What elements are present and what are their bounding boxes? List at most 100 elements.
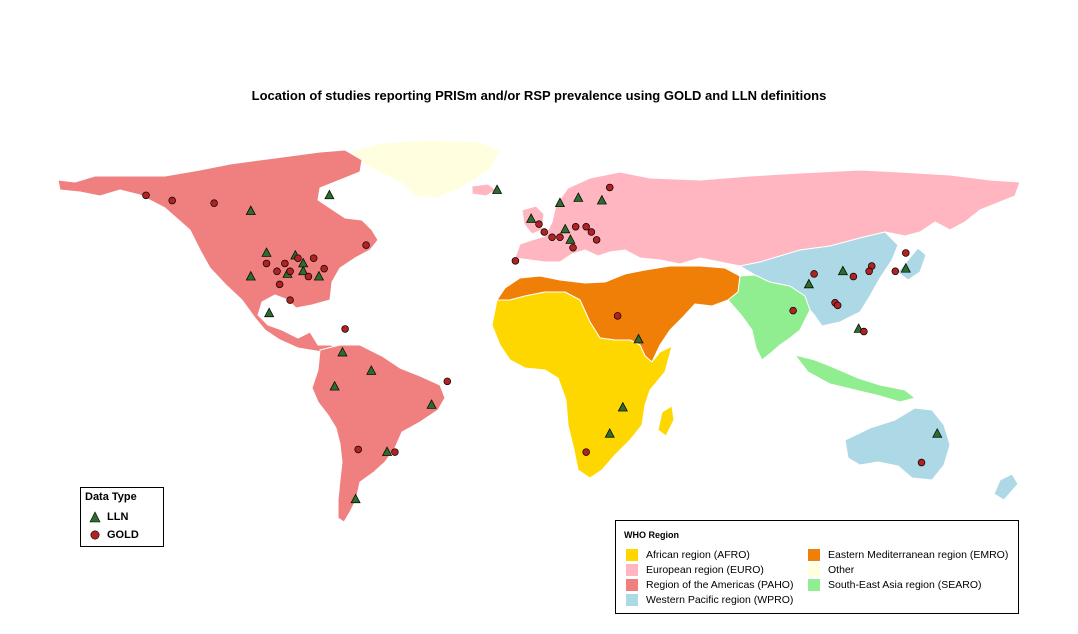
legend-label-searo: South-East Asia region (SEARO) bbox=[828, 579, 982, 591]
who-region-legend: WHO Region African region (AFRO) Europea… bbox=[615, 520, 1019, 614]
gold-study-marker-36 bbox=[891, 267, 900, 276]
legend-label-gold: GOLD bbox=[107, 529, 139, 541]
legend-item-lln: LLN bbox=[89, 510, 128, 524]
lln-study-marker-19 bbox=[573, 192, 584, 202]
lln-study-marker-17 bbox=[526, 213, 537, 223]
south-america-region bbox=[311, 344, 446, 523]
swatch-wpro bbox=[626, 594, 638, 606]
swatch-other bbox=[808, 564, 820, 576]
gold-study-marker-17 bbox=[354, 445, 362, 454]
north-america-region bbox=[57, 149, 379, 353]
iceland-region bbox=[471, 183, 497, 197]
gold-study-marker-16 bbox=[391, 448, 399, 456]
wpro-east-asia-region bbox=[739, 231, 899, 327]
gold-study-marker-11 bbox=[320, 264, 328, 273]
lln-study-marker-26 bbox=[803, 278, 814, 289]
lln-study-marker-10 bbox=[337, 346, 348, 357]
gold-study-marker-38 bbox=[833, 301, 842, 310]
lln-study-marker-22 bbox=[565, 234, 576, 244]
gold-study-marker-24 bbox=[582, 223, 590, 231]
gold-study-marker-25 bbox=[587, 228, 596, 236]
gold-study-marker-2 bbox=[210, 199, 218, 207]
lln-study-marker-13 bbox=[426, 399, 437, 409]
gold-study-marker-30 bbox=[582, 448, 590, 456]
swatch-searo bbox=[808, 579, 820, 591]
gold-study-marker-39 bbox=[789, 306, 797, 315]
gold-study-marker-0 bbox=[142, 191, 150, 200]
legend-label-wpro: Western Pacific region (WPRO) bbox=[646, 594, 794, 606]
legend-label-euro: European region (EURO) bbox=[646, 564, 764, 576]
gold-study-marker-28 bbox=[605, 183, 614, 192]
gold-study-marker-1 bbox=[168, 196, 176, 205]
wpro-australia-region bbox=[844, 407, 951, 481]
legend-item-gold: GOLD bbox=[89, 528, 139, 542]
wpro-new-zealand-region bbox=[993, 473, 1019, 501]
lln-study-marker-28 bbox=[900, 262, 911, 273]
afro-region bbox=[491, 291, 673, 479]
greenland-region bbox=[349, 139, 501, 199]
lln-study-marker-6 bbox=[298, 265, 309, 276]
gold-study-marker-21 bbox=[548, 233, 556, 241]
lln-study-marker-23 bbox=[633, 333, 644, 344]
who-region-legend-title: WHO Region bbox=[624, 530, 679, 540]
legend-item-euro: European region (EURO) bbox=[626, 563, 764, 577]
legend-label-lln: LLN bbox=[107, 511, 129, 523]
gold-study-marker-8 bbox=[273, 267, 281, 276]
gold-study-marker-27 bbox=[569, 243, 577, 252]
gold-study-marker-15 bbox=[443, 377, 452, 386]
gold-study-marker-34 bbox=[865, 267, 873, 276]
swatch-paho bbox=[626, 579, 638, 591]
circle-icon bbox=[90, 530, 100, 540]
legend-item-paho: Region of the Americas (PAHO) bbox=[626, 578, 793, 592]
lln-study-marker-7 bbox=[313, 270, 325, 281]
swatch-euro bbox=[626, 564, 638, 576]
searo-indonesia-region bbox=[794, 354, 916, 403]
gold-study-marker-7 bbox=[309, 254, 318, 262]
gold-study-marker-23 bbox=[571, 223, 580, 231]
lln-study-marker-21 bbox=[560, 223, 571, 234]
lln-study-marker-14 bbox=[381, 446, 393, 456]
legend-label-other: Other bbox=[828, 564, 855, 576]
lln-study-marker-4 bbox=[245, 270, 256, 281]
gold-study-marker-20 bbox=[540, 228, 548, 236]
lln-study-marker-25 bbox=[604, 427, 615, 438]
lln-study-marker-1 bbox=[324, 189, 335, 200]
lln-study-marker-12 bbox=[329, 380, 340, 391]
legend-item-other: Other bbox=[808, 563, 854, 577]
searo-region bbox=[727, 274, 811, 361]
lln-study-marker-0 bbox=[245, 205, 256, 215]
gold-study-marker-13 bbox=[286, 296, 294, 304]
data-type-legend-title: Data Type bbox=[85, 491, 137, 503]
gold-study-marker-9 bbox=[286, 267, 294, 276]
gold-study-marker-40 bbox=[860, 327, 868, 336]
lln-study-marker-11 bbox=[366, 365, 377, 375]
gold-study-marker-22 bbox=[556, 233, 564, 241]
swatch-afro bbox=[626, 549, 638, 561]
lln-study-marker-27 bbox=[837, 265, 849, 276]
legend-label-afro: African region (AFRO) bbox=[646, 549, 750, 561]
lln-study-marker-9 bbox=[264, 307, 275, 318]
gold-study-marker-29 bbox=[613, 312, 622, 320]
gold-study-marker-3 bbox=[362, 241, 370, 249]
gold-study-marker-31 bbox=[810, 270, 818, 278]
study-markers bbox=[142, 183, 943, 504]
legend-item-wpro: Western Pacific region (WPRO) bbox=[626, 593, 793, 607]
legend-item-afro: African region (AFRO) bbox=[626, 548, 750, 562]
gold-study-marker-35 bbox=[902, 249, 910, 257]
lln-study-marker-30 bbox=[932, 427, 943, 438]
europe-russia-region bbox=[514, 169, 1021, 267]
gold-study-marker-6 bbox=[294, 254, 302, 262]
madagascar-region bbox=[657, 405, 675, 437]
lln-study-marker-18 bbox=[554, 197, 566, 208]
legend-item-emro: Eastern Mediterranean region (EMRO) bbox=[808, 548, 1008, 562]
lln-study-marker-24 bbox=[617, 401, 628, 412]
legend-label-emro: Eastern Mediterranean region (EMRO) bbox=[828, 549, 1009, 561]
gold-study-marker-4 bbox=[262, 259, 271, 268]
legend-label-paho: Region of the Americas (PAHO) bbox=[646, 579, 794, 591]
gold-study-marker-26 bbox=[592, 236, 601, 244]
lln-study-marker-15 bbox=[350, 493, 361, 504]
gold-study-marker-10 bbox=[304, 272, 313, 281]
lln-study-marker-2 bbox=[261, 247, 272, 257]
gold-study-marker-32 bbox=[849, 272, 858, 281]
